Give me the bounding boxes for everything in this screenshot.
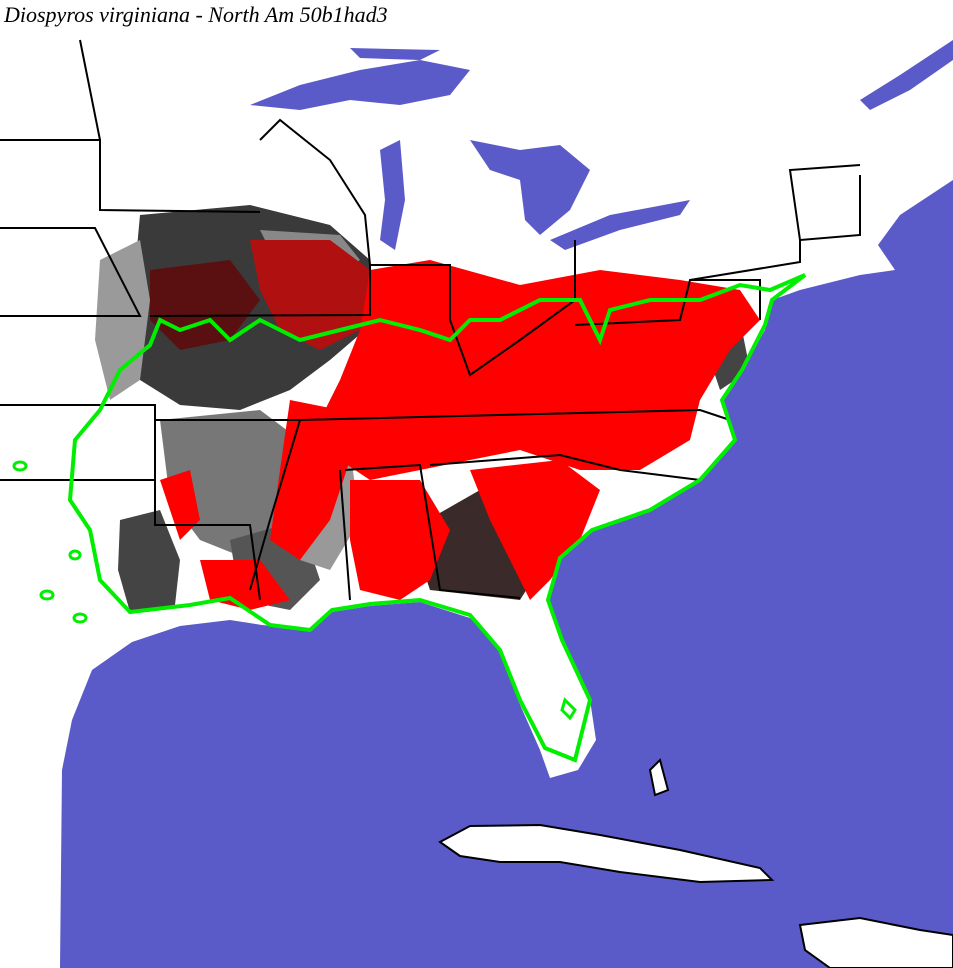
islands <box>438 758 953 968</box>
range-outline-patch <box>12 460 28 472</box>
range-outline-patch <box>68 549 82 561</box>
range-outline-patch <box>72 612 88 624</box>
range-outline <box>67 273 807 763</box>
red-areas <box>150 240 760 610</box>
water <box>60 40 953 968</box>
boundaries <box>0 39 861 601</box>
map-title: Diospyros virginiana - North Am 50b1had3 <box>4 2 388 27</box>
range-outline-patch <box>560 697 577 721</box>
range-outline-patch <box>39 589 55 601</box>
